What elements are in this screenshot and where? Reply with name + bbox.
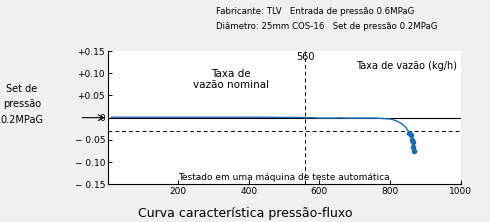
- Point: [410, 149, 418, 153]
- Point: [407, 134, 415, 137]
- Text: pressão: pressão: [3, 99, 41, 109]
- Point: [406, 131, 414, 135]
- Point: [409, 140, 416, 144]
- Text: Taxa de vazão (kg/h): Taxa de vazão (kg/h): [356, 61, 457, 71]
- Point: [410, 145, 417, 148]
- Text: Set de: Set de: [6, 84, 38, 94]
- Text: Testado em uma máquina de teste automática: Testado em uma máquina de teste automáti…: [178, 173, 390, 182]
- Text: Taxa de
vazão nominal: Taxa de vazão nominal: [193, 69, 270, 90]
- Text: Diâmetro: 25mm COS-16   Set de pressão 0.2MPaG: Diâmetro: 25mm COS-16 Set de pressão 0.2…: [216, 22, 437, 31]
- Point: [408, 138, 416, 142]
- Text: 0.2MPaG: 0.2MPaG: [0, 115, 44, 125]
- Text: Fabricante: TLV   Entrada de pressão 0.6MPaG: Fabricante: TLV Entrada de pressão 0.6MP…: [216, 7, 414, 16]
- Text: 560: 560: [296, 52, 315, 62]
- Text: Curva característica pressão-fluxo: Curva característica pressão-fluxo: [138, 207, 352, 220]
